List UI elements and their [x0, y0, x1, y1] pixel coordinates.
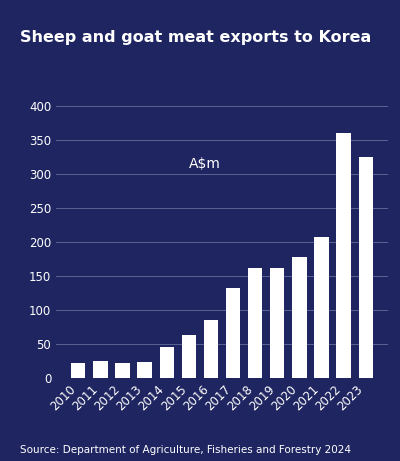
Bar: [358, 157, 373, 378]
Bar: [248, 268, 262, 378]
Text: A$m: A$m: [189, 157, 221, 171]
Bar: [204, 320, 218, 378]
Bar: [115, 363, 130, 378]
Bar: [182, 335, 196, 378]
Bar: [93, 361, 108, 378]
Bar: [226, 288, 240, 378]
Bar: [160, 348, 174, 378]
Bar: [270, 268, 284, 378]
Bar: [138, 362, 152, 378]
Bar: [292, 257, 306, 378]
Bar: [336, 133, 351, 378]
Bar: [314, 237, 329, 378]
Text: Sheep and goat meat exports to Korea: Sheep and goat meat exports to Korea: [20, 30, 371, 45]
Bar: [71, 363, 86, 378]
Text: Source: Department of Agriculture, Fisheries and Forestry 2024: Source: Department of Agriculture, Fishe…: [20, 445, 351, 455]
